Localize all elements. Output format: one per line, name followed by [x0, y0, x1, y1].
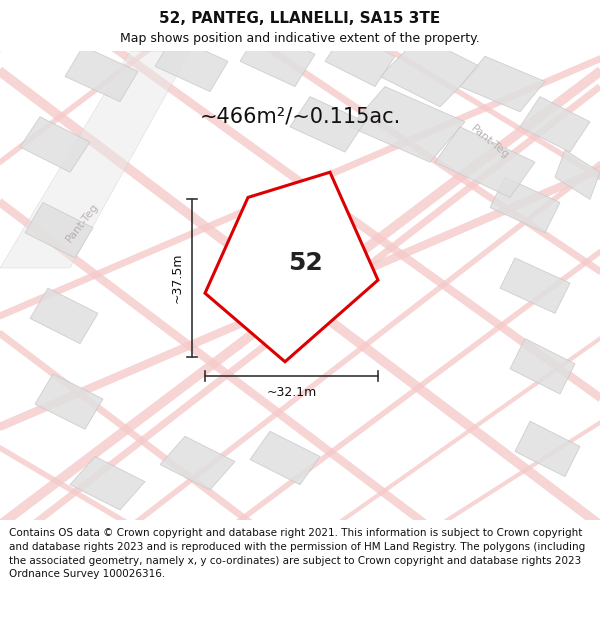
Polygon shape	[350, 86, 465, 162]
Text: 52: 52	[287, 251, 322, 275]
Polygon shape	[240, 29, 315, 86]
Text: Map shows position and indicative extent of the property.: Map shows position and indicative extent…	[120, 32, 480, 45]
Polygon shape	[500, 258, 570, 313]
Polygon shape	[555, 150, 600, 199]
Polygon shape	[380, 36, 480, 107]
Polygon shape	[65, 46, 138, 102]
Text: 52, PANTEG, LLANELLI, SA15 3TE: 52, PANTEG, LLANELLI, SA15 3TE	[160, 11, 440, 26]
Polygon shape	[515, 421, 580, 477]
Text: Pant-Teg: Pant-Teg	[469, 123, 511, 161]
Polygon shape	[435, 127, 535, 198]
Polygon shape	[490, 177, 560, 232]
Polygon shape	[155, 36, 228, 92]
Text: ~466m²/~0.115ac.: ~466m²/~0.115ac.	[199, 107, 401, 127]
Polygon shape	[35, 374, 103, 429]
Text: ~32.1m: ~32.1m	[266, 386, 317, 399]
Text: Pant-Teg: Pant-Teg	[64, 201, 100, 244]
Polygon shape	[325, 31, 395, 86]
Polygon shape	[520, 97, 590, 152]
Polygon shape	[20, 117, 90, 172]
Polygon shape	[70, 456, 145, 510]
Polygon shape	[25, 202, 93, 258]
Polygon shape	[250, 431, 320, 485]
Polygon shape	[460, 56, 545, 112]
Polygon shape	[160, 436, 235, 490]
Polygon shape	[30, 288, 98, 344]
Polygon shape	[205, 173, 378, 362]
Text: ~37.5m: ~37.5m	[171, 253, 184, 303]
Polygon shape	[290, 97, 365, 152]
Polygon shape	[0, 51, 190, 268]
Polygon shape	[510, 339, 575, 394]
Text: Contains OS data © Crown copyright and database right 2021. This information is : Contains OS data © Crown copyright and d…	[9, 528, 585, 579]
